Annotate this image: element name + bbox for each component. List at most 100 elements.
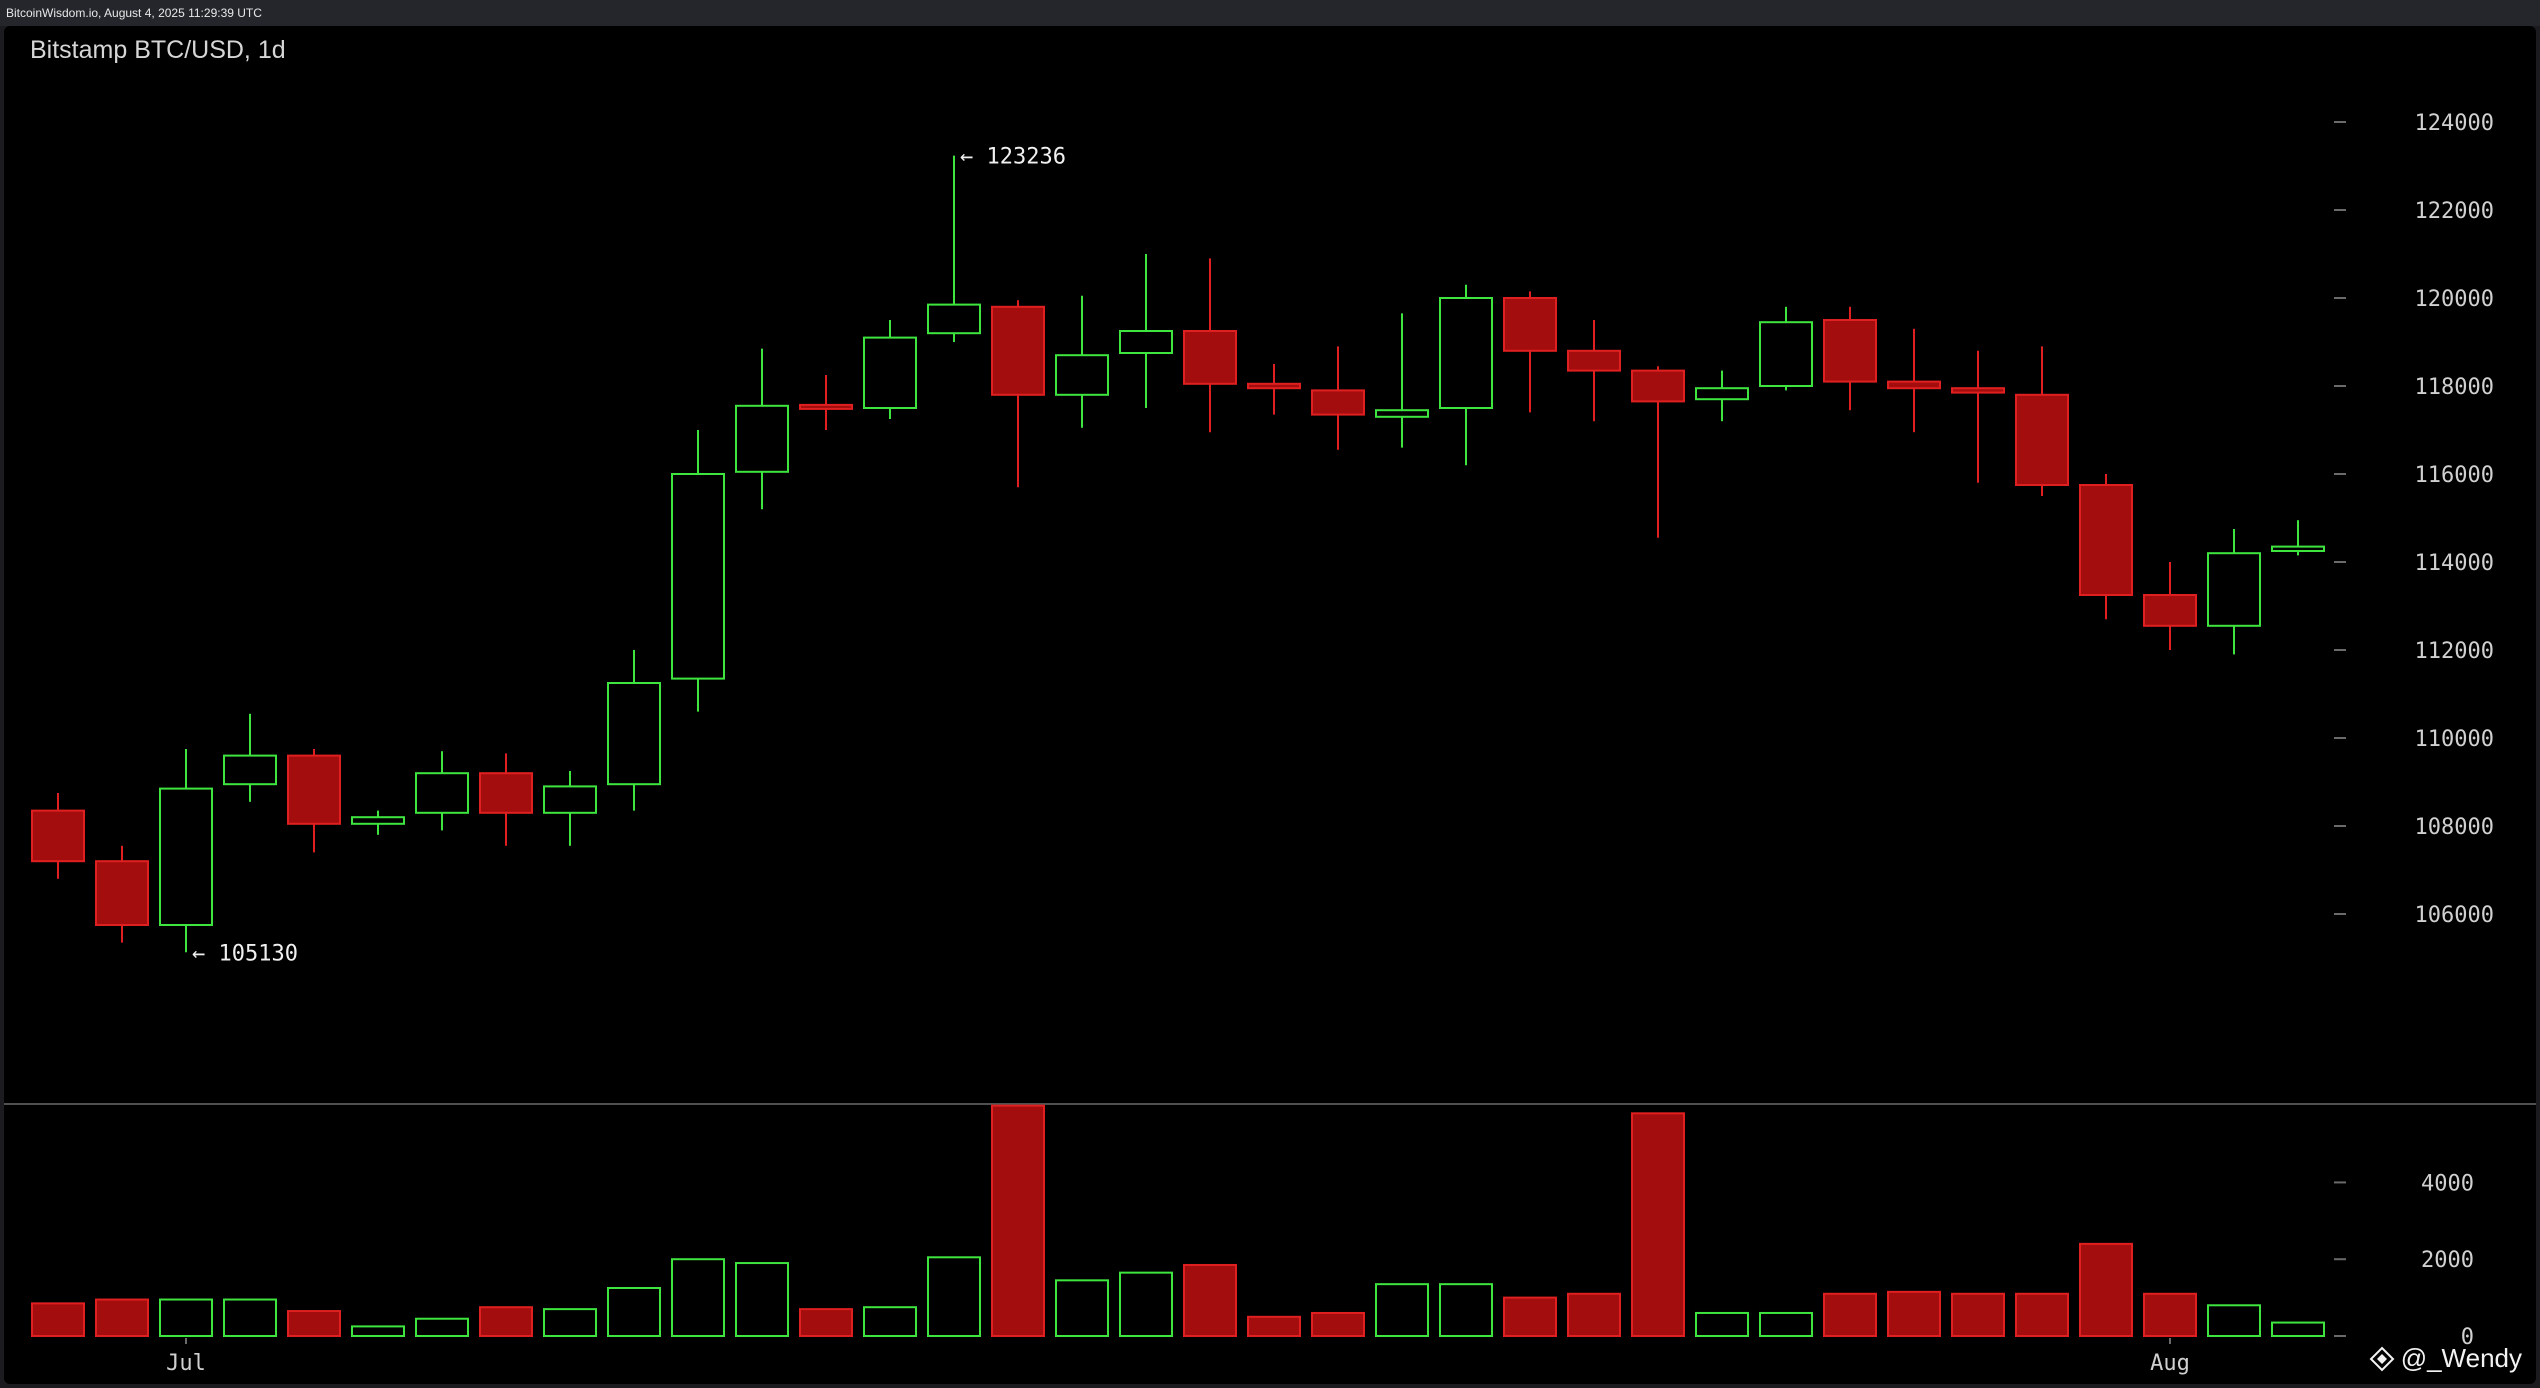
volume-bar bbox=[351, 1325, 405, 1337]
volume-bar bbox=[1055, 1279, 1109, 1337]
volume-bar bbox=[287, 1310, 341, 1338]
candle bbox=[1823, 306, 1877, 411]
candle bbox=[735, 348, 789, 510]
candle-body bbox=[2015, 393, 2069, 486]
candle bbox=[927, 155, 981, 342]
price-tick-label: 122000 bbox=[2415, 199, 2494, 224]
candle-body bbox=[1567, 349, 1621, 372]
candle-body bbox=[31, 809, 85, 863]
candle bbox=[415, 751, 469, 831]
window-header: BitcoinWisdom.io, August 4, 2025 11:29:3… bbox=[0, 0, 2540, 26]
candle-body bbox=[287, 754, 341, 825]
volume-bar bbox=[1951, 1292, 2005, 1337]
volume-bar bbox=[1439, 1283, 1493, 1338]
header-text: BitcoinWisdom.io, August 4, 2025 11:29:3… bbox=[6, 6, 262, 20]
candle bbox=[1887, 328, 1941, 433]
time-tick-label: Aug bbox=[2150, 1351, 2190, 1376]
candle bbox=[1247, 364, 1301, 415]
candle-body bbox=[671, 473, 725, 680]
chart-title: Bitstamp BTC/USD, 1d bbox=[30, 36, 286, 64]
volume-bars bbox=[31, 1104, 2325, 1338]
candle-body bbox=[1823, 319, 1877, 383]
price-tick-label: 108000 bbox=[2415, 815, 2494, 840]
volume-bar bbox=[735, 1262, 789, 1338]
price-tick-label: 106000 bbox=[2415, 903, 2494, 928]
candle-body bbox=[1055, 354, 1109, 396]
candle-body bbox=[1119, 330, 1173, 354]
volume-bar bbox=[1631, 1112, 1685, 1337]
candle-body bbox=[415, 772, 469, 814]
candle-body bbox=[543, 785, 597, 814]
candle-body bbox=[1695, 387, 1749, 401]
candlestick-chart: 106000 108000 110000 112000 114000 116000 1180… bbox=[4, 111, 2536, 1376]
watermark-text: @_Wendy bbox=[2400, 1343, 2522, 1373]
candle-body bbox=[479, 772, 533, 814]
volume-bar bbox=[863, 1306, 917, 1337]
candle bbox=[31, 793, 85, 879]
candle bbox=[1951, 350, 2005, 483]
candle bbox=[1695, 370, 1749, 422]
candle bbox=[1183, 258, 1237, 433]
candle bbox=[2079, 474, 2133, 620]
candle-body bbox=[1503, 297, 1557, 352]
candle bbox=[671, 430, 725, 712]
candle bbox=[2143, 562, 2197, 650]
volume-bar bbox=[479, 1306, 533, 1337]
candle bbox=[2015, 346, 2069, 496]
candle-body bbox=[1439, 297, 1493, 409]
volume-bar bbox=[1183, 1263, 1237, 1338]
candle-body bbox=[2079, 484, 2133, 596]
watermark: @_Wendy bbox=[2369, 1343, 2522, 1374]
volume-bar bbox=[1823, 1292, 1877, 1337]
volume-axis: 0 2000 4000 bbox=[2334, 1171, 2474, 1350]
candle-body bbox=[351, 816, 405, 825]
candle bbox=[1439, 284, 1493, 466]
chart-panel: 106000 108000 110000 112000 114000 116000 1180… bbox=[4, 26, 2536, 1384]
candle bbox=[159, 749, 213, 953]
price-tick-label: 124000 bbox=[2415, 111, 2494, 136]
candle-body bbox=[607, 682, 661, 786]
volume-bar bbox=[607, 1287, 661, 1337]
volume-bar bbox=[415, 1317, 469, 1338]
price-axis: 106000 108000 110000 112000 114000 116000 1180… bbox=[2334, 111, 2494, 928]
candle-body bbox=[2143, 594, 2197, 627]
volume-bar bbox=[1311, 1311, 1365, 1337]
volume-bar bbox=[2271, 1321, 2325, 1337]
volume-bar bbox=[991, 1104, 1045, 1337]
volume-tick-label: 2000 bbox=[2421, 1248, 2474, 1273]
candle bbox=[479, 753, 533, 846]
candle-body bbox=[927, 303, 981, 335]
volume-bar bbox=[2143, 1292, 2197, 1337]
candle bbox=[95, 845, 149, 943]
price-tick-label: 112000 bbox=[2415, 639, 2494, 664]
volume-bar bbox=[1887, 1290, 1941, 1338]
candle bbox=[543, 771, 597, 846]
annotations: ← 123236 ← 105130 bbox=[192, 145, 1066, 967]
price-tick-label: 118000 bbox=[2415, 375, 2494, 400]
time-axis: Jul Aug bbox=[166, 1338, 2190, 1376]
candle-body bbox=[1951, 387, 2005, 394]
volume-bar bbox=[799, 1308, 853, 1337]
candle bbox=[2207, 529, 2261, 655]
candle-body bbox=[735, 404, 789, 473]
volume-bar bbox=[1503, 1296, 1557, 1338]
volume-bar bbox=[1375, 1283, 1429, 1338]
candle-body bbox=[159, 787, 213, 926]
volume-bar bbox=[223, 1298, 277, 1337]
candle-body bbox=[1311, 389, 1365, 416]
candle bbox=[991, 300, 1045, 488]
price-tick-label: 120000 bbox=[2415, 287, 2494, 312]
volume-bar bbox=[1247, 1315, 1301, 1338]
candle bbox=[607, 650, 661, 811]
candle-body bbox=[95, 860, 149, 927]
volume-bar bbox=[2079, 1242, 2133, 1338]
volume-bar bbox=[543, 1308, 597, 1337]
volume-tick-label: 4000 bbox=[2421, 1171, 2474, 1196]
price-tick-label: 116000 bbox=[2415, 463, 2494, 488]
diamond-logo-icon bbox=[2369, 1346, 2395, 1371]
candle bbox=[1055, 295, 1109, 428]
candle bbox=[1503, 291, 1557, 413]
candle bbox=[1759, 306, 1813, 391]
candle bbox=[1311, 346, 1365, 450]
candle-body bbox=[2207, 552, 2261, 627]
